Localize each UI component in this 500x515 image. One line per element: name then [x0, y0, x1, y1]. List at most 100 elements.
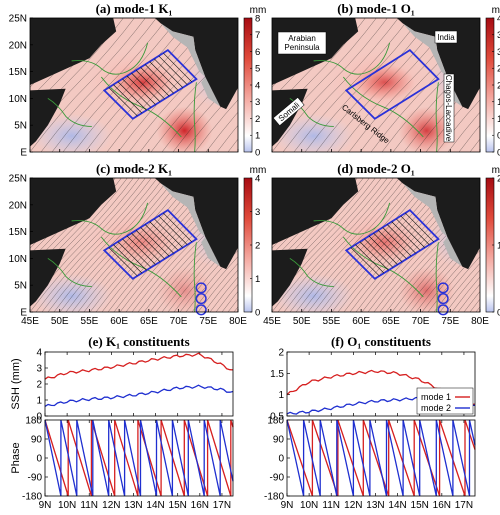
contour-line	[277, 178, 394, 312]
colorbar-tick-label: 1	[497, 240, 500, 251]
annotation-label: Peninsula	[284, 43, 320, 52]
landmass-arabia	[272, 178, 359, 245]
contour-line	[203, 269, 238, 312]
x-tick-label: 16N	[191, 500, 209, 511]
y-tick-label: 10N	[9, 254, 27, 265]
y-tick-label: 0.5	[270, 412, 284, 423]
series-line-mode-2	[44, 384, 234, 407]
x-tick-label: 55E	[81, 316, 99, 327]
hatch-line	[386, 224, 416, 254]
y-tick-label: 1.5	[270, 369, 284, 380]
y-tick-label: 0	[278, 454, 284, 465]
continental-shelf	[160, 23, 206, 77]
contour-line	[215, 283, 238, 312]
landmass-arabia	[30, 178, 117, 245]
y-tick-label: 15N	[9, 227, 27, 238]
legend-label: mode 2	[421, 403, 451, 413]
y-axis-label: SSH (mm)	[10, 358, 22, 409]
label-box	[443, 73, 455, 143]
colorbar-tick-label: 4	[255, 173, 260, 184]
contour-line	[272, 178, 388, 312]
marker-circle	[195, 293, 207, 305]
hatch-line	[126, 75, 156, 105]
study-box	[344, 49, 440, 120]
contour-line	[289, 178, 406, 312]
colorbar-tick-label: 1.5	[497, 97, 500, 108]
landmass-india	[154, 178, 238, 270]
x-tick-label: 15N	[169, 500, 187, 511]
isobath-line	[71, 202, 149, 235]
continental-shelf	[201, 236, 221, 267]
isobath-line	[435, 242, 439, 312]
colorbar-tick-label: 0	[497, 307, 500, 318]
hatch-line	[163, 212, 193, 243]
marker-circle	[195, 282, 207, 294]
annotation-label: India	[437, 33, 455, 42]
colorbar-tick-label: 8	[255, 13, 260, 24]
isobath-line	[313, 202, 391, 235]
marker-circle	[437, 304, 449, 316]
colorbar-tick-label: 4	[255, 80, 260, 91]
x-tick-label: 9N	[281, 500, 294, 511]
landmass-india	[396, 178, 480, 270]
contour-line	[216, 124, 238, 152]
series-line-mode-1	[286, 419, 476, 497]
contour-line	[205, 111, 238, 152]
box-hatch	[108, 212, 193, 277]
x-tick-label: 80E	[229, 316, 247, 327]
panel-title: (b) mode-1 O₁	[337, 1, 415, 16]
colorbar-tick-label: 0	[255, 307, 260, 318]
contour-line	[183, 87, 238, 152]
y-tick-label: -90	[28, 473, 43, 484]
label-box	[272, 97, 305, 126]
hatch-line	[122, 78, 152, 108]
hatch-line	[405, 212, 435, 243]
contour-line	[59, 178, 176, 312]
y-tick-label: E	[20, 148, 27, 159]
y-tick-label: 20N	[9, 200, 27, 211]
isobath-lines	[47, 202, 197, 312]
y-tick-label: 90	[31, 435, 43, 446]
contour-line	[457, 283, 480, 312]
study-box	[102, 209, 198, 280]
contour-line	[282, 18, 399, 152]
legend-box	[416, 387, 474, 415]
map-frame	[271, 177, 481, 313]
landmass-india	[396, 18, 480, 110]
colorbar-tick-label: 2	[497, 80, 500, 91]
box-hatch	[350, 212, 435, 277]
colorbar-tick-label: 1	[255, 274, 260, 285]
x-tick-label: 16N	[433, 500, 451, 511]
contour-line	[458, 124, 480, 152]
map-panel-c: (c) mode-2 K₁ mm E 5N 10N 15N 20N 25N 45E 50E 55E 6…	[9, 161, 267, 327]
hatch-line	[391, 221, 421, 251]
y-tick-label: 5N	[14, 281, 27, 292]
y-tick-label: 25N	[9, 174, 27, 185]
plot-frame	[44, 351, 234, 417]
hatch-line	[140, 67, 170, 97]
contour-line	[35, 178, 152, 312]
contour-line	[0, 12, 7, 152]
y-tick-label: 4	[36, 348, 42, 359]
high-amplitude-area	[112, 224, 173, 261]
x-tick-label: 75E	[199, 316, 217, 327]
map-frame	[29, 177, 239, 313]
x-tick-label: 9N	[39, 500, 52, 511]
hatch-line	[122, 238, 152, 268]
study-box	[344, 209, 440, 280]
isobath-line	[289, 258, 334, 287]
contour-line	[427, 249, 480, 312]
y-tick-label: 0	[36, 412, 42, 423]
colorbar-tick-label: 3.5	[497, 30, 500, 41]
x-tick-label: 75E	[441, 316, 459, 327]
contour-line	[137, 197, 238, 312]
y-tick-label: 2	[36, 380, 42, 391]
high-amplitude-area	[354, 64, 415, 101]
line-panel-e: (e) K₁ constituents 0 1 2 3 4 SSH (mm)	[10, 334, 234, 423]
contour-line	[30, 178, 146, 312]
x-tick-label: 65E	[382, 316, 400, 327]
y-tick-label: 90	[273, 435, 285, 446]
colorbar-tick-label: 1	[497, 114, 500, 125]
